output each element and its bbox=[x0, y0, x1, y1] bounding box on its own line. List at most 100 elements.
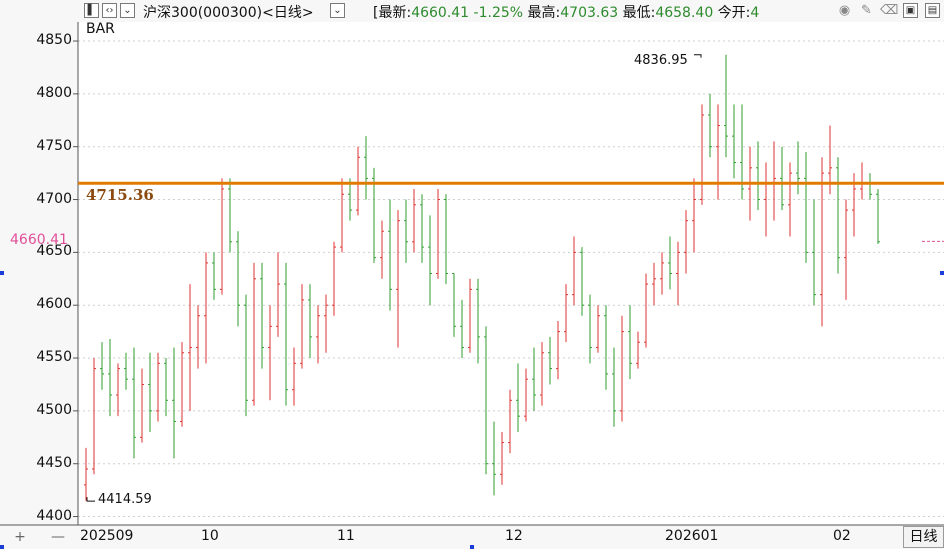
ohlc-bars[interactable] bbox=[84, 54, 880, 501]
ohlc-bar[interactable] bbox=[604, 305, 608, 390]
ohlc-bar[interactable] bbox=[556, 321, 560, 380]
ohlc-bar[interactable] bbox=[460, 299, 464, 359]
ohlc-bar[interactable] bbox=[244, 294, 248, 417]
ohlc-bar[interactable] bbox=[228, 178, 232, 253]
ohlc-bar[interactable] bbox=[204, 252, 208, 364]
ohlc-bar[interactable] bbox=[644, 273, 648, 348]
ohlc-bar[interactable] bbox=[700, 104, 704, 205]
panel-toggle-button[interactable]: ▌ bbox=[84, 3, 99, 18]
ohlc-bar[interactable] bbox=[220, 178, 224, 295]
ohlc-bar[interactable] bbox=[732, 104, 736, 179]
ohlc-bar[interactable] bbox=[476, 278, 480, 364]
ohlc-bar[interactable] bbox=[260, 262, 264, 369]
ohlc-bar[interactable] bbox=[572, 236, 576, 306]
ohlc-bar[interactable] bbox=[308, 284, 312, 359]
ohlc-bar[interactable] bbox=[428, 215, 432, 306]
ohlc-bar[interactable] bbox=[292, 347, 296, 406]
ohlc-bar[interactable] bbox=[148, 352, 152, 433]
ohlc-bar[interactable] bbox=[380, 220, 384, 279]
ohlc-bar[interactable] bbox=[180, 342, 184, 427]
ohlc-bar[interactable] bbox=[100, 342, 104, 390]
ohlc-bar[interactable] bbox=[660, 252, 664, 295]
zoom-in-button[interactable]: + bbox=[14, 529, 26, 545]
ohlc-bar[interactable] bbox=[396, 210, 400, 348]
ohlc-bar[interactable] bbox=[412, 188, 416, 253]
ohlc-bar[interactable] bbox=[188, 284, 192, 411]
ohlc-bar[interactable] bbox=[836, 157, 840, 274]
ohlc-bar[interactable] bbox=[108, 339, 112, 417]
ohlc-bar[interactable] bbox=[532, 347, 536, 411]
ohlc-bar[interactable] bbox=[788, 162, 792, 237]
ohlc-bar[interactable] bbox=[524, 368, 528, 422]
ohlc-bar[interactable] bbox=[300, 284, 304, 369]
ohlc-bar[interactable] bbox=[508, 389, 512, 454]
ohlc-bar[interactable] bbox=[596, 305, 600, 353]
ohlc-bar[interactable] bbox=[612, 347, 616, 427]
ohlc-bar[interactable] bbox=[684, 210, 688, 274]
ohlc-bar[interactable] bbox=[820, 157, 824, 327]
ohlc-bar[interactable] bbox=[404, 199, 408, 263]
ohlc-bar[interactable] bbox=[492, 421, 496, 496]
ohlc-bar[interactable] bbox=[756, 141, 760, 211]
ohlc-bar[interactable] bbox=[324, 294, 328, 353]
ohlc-bar[interactable] bbox=[652, 262, 656, 306]
maximize-button[interactable]: ▣ bbox=[903, 3, 918, 18]
ohlc-bar[interactable] bbox=[780, 146, 784, 211]
ohlc-bar[interactable] bbox=[796, 141, 800, 195]
ohlc-bar[interactable] bbox=[196, 305, 200, 369]
ohlc-bar[interactable] bbox=[692, 178, 696, 253]
ohlc-bar[interactable] bbox=[156, 352, 160, 422]
ohlc-bar[interactable] bbox=[388, 199, 392, 311]
ohlc-bar[interactable] bbox=[268, 305, 272, 401]
period-button[interactable]: 日线 bbox=[903, 526, 944, 548]
ohlc-bar[interactable] bbox=[516, 363, 520, 433]
ohlc-bar[interactable] bbox=[548, 336, 552, 385]
ohlc-bar[interactable] bbox=[284, 262, 288, 406]
selection-handle-bottom[interactable] bbox=[470, 545, 474, 549]
ohlc-bar[interactable] bbox=[132, 347, 136, 459]
ohlc-bar[interactable] bbox=[348, 178, 352, 221]
ohlc-bar[interactable] bbox=[124, 352, 128, 390]
ohlc-bar[interactable] bbox=[564, 284, 568, 343]
ohlc-bar[interactable] bbox=[628, 305, 632, 380]
ohlc-bar[interactable] bbox=[452, 273, 456, 337]
close-icon[interactable]: ▤ bbox=[925, 3, 940, 18]
ohlc-bar[interactable] bbox=[844, 199, 848, 300]
eraser-icon[interactable]: ⌫ bbox=[880, 3, 899, 18]
ohlc-bar[interactable] bbox=[468, 278, 472, 353]
ohlc-bar[interactable] bbox=[804, 151, 808, 263]
ohlc-bar[interactable] bbox=[484, 326, 488, 475]
eye-icon[interactable]: ◉ bbox=[838, 3, 851, 18]
ohlc-bar[interactable] bbox=[708, 93, 712, 158]
selection-handle-left[interactable] bbox=[0, 271, 4, 275]
ohlc-bar[interactable] bbox=[620, 315, 624, 422]
selection-handle-right[interactable] bbox=[940, 271, 944, 275]
ohlc-bar[interactable] bbox=[92, 358, 96, 475]
ohlc-bar[interactable] bbox=[500, 432, 504, 485]
ohlc-bar[interactable] bbox=[588, 294, 592, 364]
ohlc-bar[interactable] bbox=[116, 363, 120, 417]
ohlc-bar[interactable] bbox=[332, 241, 336, 316]
ohlc-bar[interactable] bbox=[668, 236, 672, 290]
ohlc-bar[interactable] bbox=[212, 252, 216, 300]
ohlc-bar[interactable] bbox=[84, 447, 88, 501]
ohlc-bar[interactable] bbox=[676, 241, 680, 306]
resize-toggle-button[interactable]: ‹› bbox=[102, 3, 117, 18]
ohlc-bar[interactable] bbox=[340, 178, 344, 253]
ohlc-bar[interactable] bbox=[276, 252, 280, 337]
ohlc-bar[interactable] bbox=[316, 305, 320, 364]
ohlc-bar[interactable] bbox=[636, 331, 640, 369]
ohlc-bar[interactable] bbox=[724, 54, 728, 158]
ohlc-bar[interactable] bbox=[356, 146, 360, 216]
ohlc-bar[interactable] bbox=[436, 188, 440, 279]
ohlc-bar[interactable] bbox=[172, 347, 176, 459]
zoom-out-button[interactable]: — bbox=[51, 529, 65, 545]
ohlc-bar[interactable] bbox=[812, 199, 816, 306]
ohlc-bar[interactable] bbox=[444, 194, 448, 285]
ohlc-bar[interactable] bbox=[140, 368, 144, 443]
ohlc-bar[interactable] bbox=[252, 262, 256, 406]
ohlc-bar[interactable] bbox=[164, 358, 168, 417]
selection-handle-corner[interactable] bbox=[0, 545, 4, 549]
ohlc-bar[interactable] bbox=[580, 247, 584, 316]
